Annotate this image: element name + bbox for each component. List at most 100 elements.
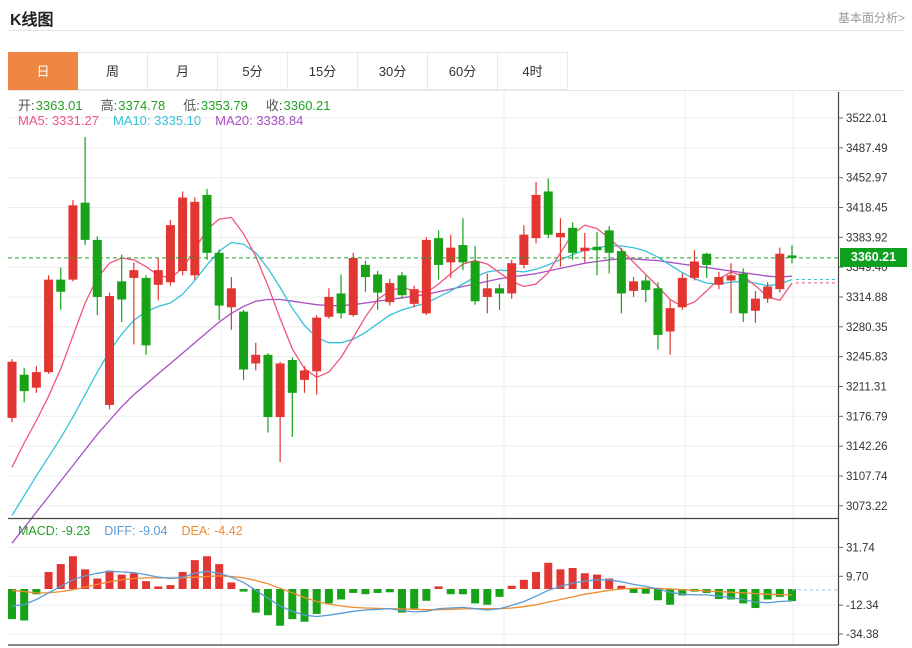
candle-body [202,194,212,253]
macd-bar [129,573,138,589]
tab-5分[interactable]: 5分 [218,52,288,90]
macd-bar [154,586,163,589]
ma5-line [11,216,793,468]
macd-bar [507,585,516,589]
macd-bar [203,556,211,589]
macd-bar [605,578,614,589]
macd-bar [251,589,260,613]
macd-bar [324,589,333,604]
candle-body [763,286,773,299]
candle-body [275,363,285,418]
candle-body [629,281,639,291]
ohlc-label: 收: [265,98,283,113]
candle-body [287,360,297,393]
macd-bar [398,589,406,613]
macd-bar [653,589,662,601]
macd-bar [227,582,236,589]
tab-30分[interactable]: 30分 [358,52,428,90]
macd-bar [568,568,577,589]
macd-bar [142,581,151,589]
macd-bar [727,589,736,600]
ohlc-label: 低: [183,98,200,113]
price-tick-label: 3211.31 [846,381,887,393]
price-tick-label: 3487.49 [846,143,888,155]
macd-bar [422,589,431,601]
tab-60分[interactable]: 60分 [428,52,498,90]
macd-bar [56,564,65,589]
candle-body [702,253,712,265]
candle-body [68,205,78,280]
macd-bar [276,589,285,626]
macd-bar [495,589,504,597]
candle-body [434,238,444,265]
macd-bar [751,589,760,609]
candle-body [775,253,785,290]
ohlc-label: 高: [100,98,118,113]
period-tab-bar: 日周月 5分 15分 30分 60分 4时 [8,52,904,91]
macd-bar [8,589,16,620]
macd-bar [739,589,748,604]
candle-body [153,270,163,285]
macd-bar [239,589,248,592]
candle-body [300,370,309,380]
candle-body [92,239,102,297]
macd-tick-label: 9.70 [846,571,868,583]
price-tick-label: 3418.45 [846,202,888,214]
candle-body [226,288,236,308]
candle-body [507,263,517,294]
macd-tick-label: -12.34 [846,600,879,612]
macd-bar [714,589,723,599]
macd-bar [556,569,565,589]
candle-body [31,372,41,388]
candle-body [178,197,188,271]
candle-body [568,227,578,253]
macd-bar [32,589,41,595]
ohlc-legend: 开:3363.01 高:3374.78 低:3353.79 收:3360.21 [18,95,349,114]
candle-body [165,225,175,283]
header-divider [8,30,904,31]
macd-bar [385,589,394,593]
ohlc-value: 3353.79 [200,98,248,113]
ma-legend: MA5: 3331.27 MA10: 3335.10 MA20: 3338.84 [18,113,317,128]
fundamental-analysis-link[interactable]: 基本面分析> [837,11,905,25]
macd-bar [263,589,272,616]
candle-body [592,246,602,251]
macd-bar [593,574,601,589]
macd-bar [446,589,455,595]
macd-bar [361,589,370,595]
candle-body [190,201,200,276]
tab-4时[interactable]: 4时 [498,52,568,90]
macd-bar [117,574,126,589]
tab-月[interactable]: 月 [148,52,218,90]
macd-bar [629,589,638,593]
candle-body [44,279,54,373]
macd-tick-label: -34.38 [846,629,879,641]
candle-body [336,293,346,314]
macd-bar [373,589,382,593]
tab-日[interactable]: 日 [8,52,78,90]
candle-body [385,283,395,303]
dea-line [11,575,793,611]
macd-bar [434,586,443,589]
price-tick-label: 3245.83 [846,352,888,364]
macd-legend-item: DEA: -4.42 [181,524,243,538]
kline-chart-area: 3522.01 3487.49 3452.97 3418.45 3383.92 3349.… [0,90,912,648]
candle-body [421,239,431,314]
tab-15分[interactable]: 15分 [288,52,358,90]
tab-周[interactable]: 周 [78,52,148,90]
macd-bar [288,589,297,620]
candle-body [543,191,553,235]
candle-body [653,288,663,335]
candle-body [141,277,151,346]
macd-bar [349,589,358,593]
candle-body [677,277,687,308]
candle-body [129,270,139,278]
ohlc-value: 3363.01 [35,98,83,113]
price-tick-label: 3142.26 [846,441,888,453]
candle-body [482,288,492,297]
candle-body [616,251,626,294]
macd-legend-item: DIFF: -9.04 [104,524,168,538]
macd-bar [190,560,199,589]
ma-legend-item: MA10: 3335.10 [112,113,202,128]
